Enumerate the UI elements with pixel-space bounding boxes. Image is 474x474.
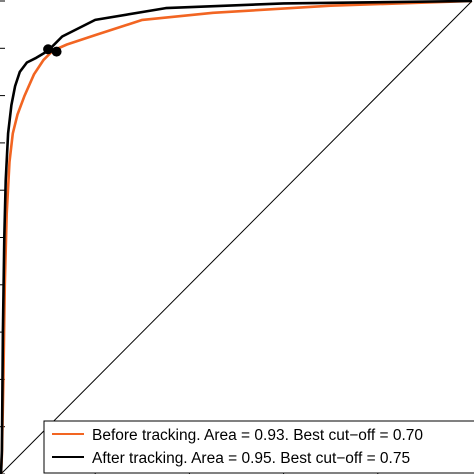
legend-box <box>43 420 474 474</box>
best-cutoff-marker-before <box>51 46 62 57</box>
legend-label-before: Before tracking. Area = 0.93. Best cut−o… <box>92 427 423 444</box>
legend-label-after: After tracking. Area = 0.95. Best cut−of… <box>92 450 410 467</box>
best-cutoff-marker-after <box>43 44 54 55</box>
legend: Before tracking. Area = 0.93. Best cut−o… <box>43 420 474 474</box>
